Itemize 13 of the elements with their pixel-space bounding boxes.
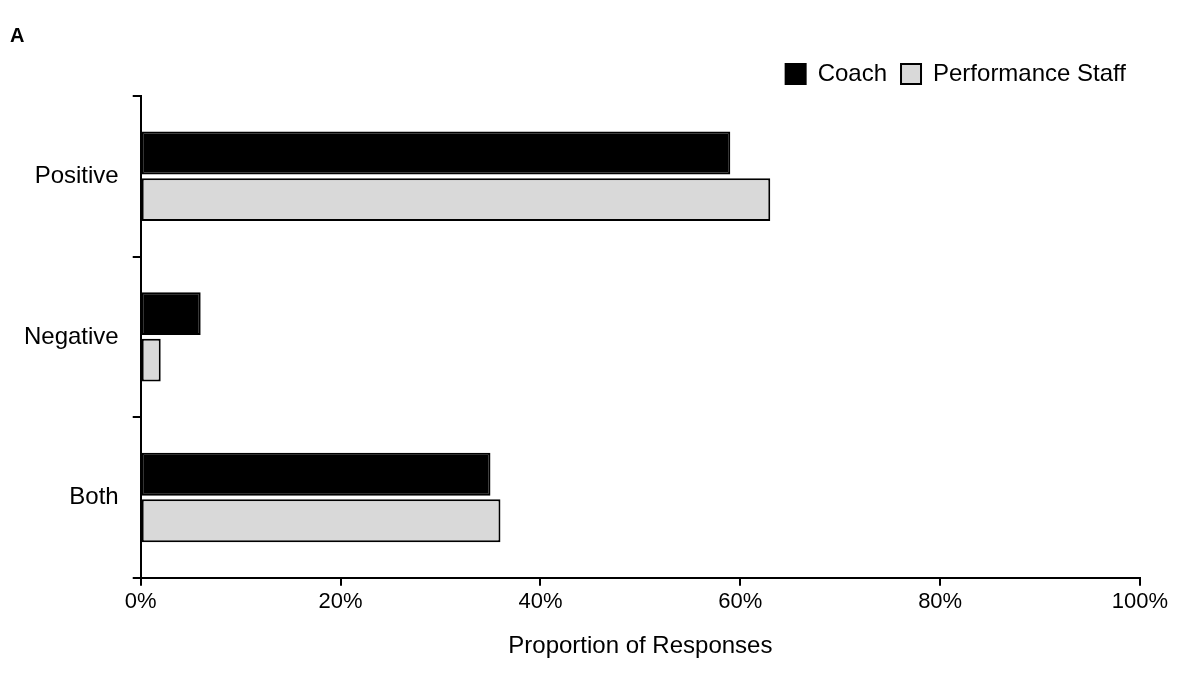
legend-label: Performance Staff xyxy=(933,58,1127,86)
x-tick-label: 20% xyxy=(318,588,363,614)
x-tick-label: 80% xyxy=(918,588,963,614)
y-tick-label: Positive xyxy=(34,160,119,188)
x-tick-label: 60% xyxy=(718,588,763,614)
x-axis-title: Proportion of Responses xyxy=(508,631,773,659)
legend-label: Coach xyxy=(817,58,888,86)
chart-title: A xyxy=(10,23,25,46)
y-tick-label: Both xyxy=(69,482,119,510)
y-tick-label: Negative xyxy=(23,321,119,349)
x-tick-label: 100% xyxy=(1111,588,1169,614)
x-tick-label: 40% xyxy=(518,588,563,614)
x-tick-label: 0% xyxy=(124,588,157,614)
